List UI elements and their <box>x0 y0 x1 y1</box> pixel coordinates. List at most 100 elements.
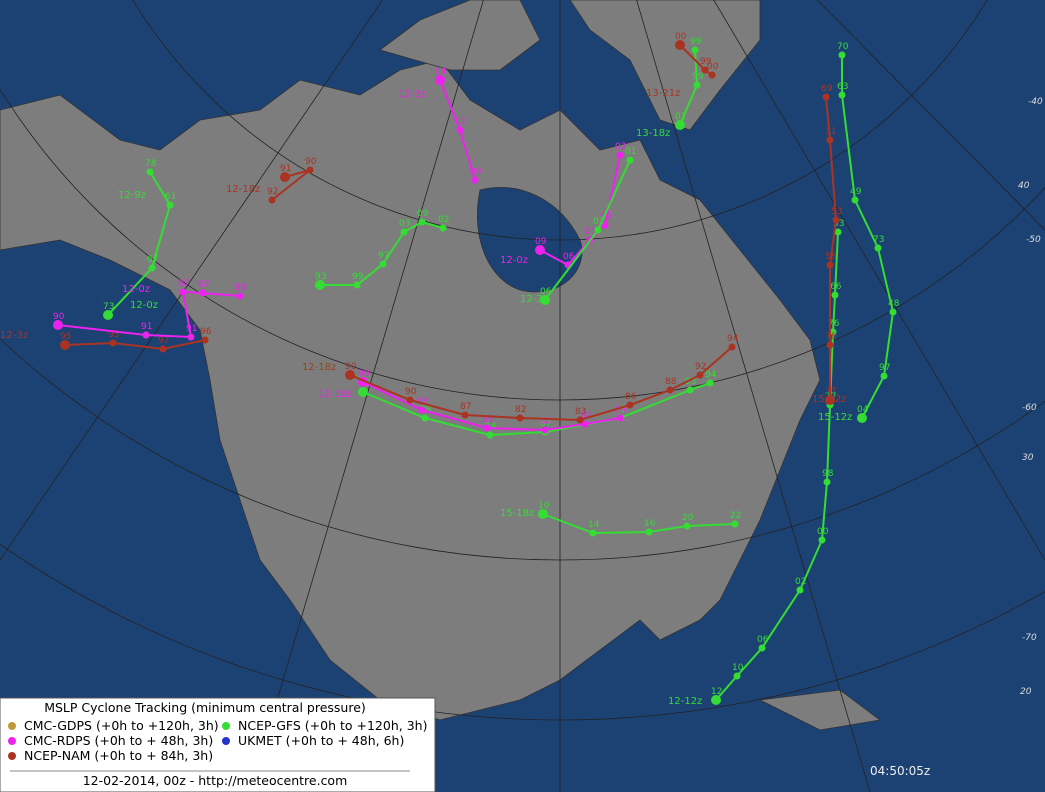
track-line <box>320 220 444 286</box>
track-point <box>581 420 589 428</box>
track-point <box>315 280 325 290</box>
track-pressure: 16 <box>644 519 656 529</box>
track-pressure: 99 <box>692 72 704 82</box>
track-pressure: 22 <box>730 511 741 521</box>
track-point <box>693 81 701 89</box>
track-pressure: 61 <box>165 192 176 202</box>
track-point <box>851 196 859 204</box>
track-point <box>268 196 276 204</box>
track-pressure: 98 <box>822 469 834 479</box>
track-point <box>280 172 290 182</box>
track-start: 15-12z <box>812 394 846 405</box>
track-pressure: 87 <box>198 280 209 290</box>
track-point <box>880 372 888 380</box>
track-point <box>826 261 834 269</box>
track-point <box>683 522 691 530</box>
track-point <box>483 424 491 432</box>
track-point <box>456 126 464 134</box>
track-pressure: 02 <box>438 215 449 225</box>
track-point <box>822 93 830 101</box>
track-pressure: 87 <box>540 417 551 427</box>
track-pressure: 00 <box>675 32 687 42</box>
track-point <box>626 156 634 164</box>
hudson-bay <box>477 187 583 293</box>
track-pressure: 84 <box>485 422 497 432</box>
track-point <box>826 341 834 349</box>
track-point <box>832 216 840 224</box>
track-pressure: 01 <box>675 112 686 122</box>
track-point <box>696 371 704 379</box>
track-pressure: 70 <box>837 42 849 52</box>
track-pressure: 86 <box>625 392 637 402</box>
track-pressure: 06 <box>563 252 575 262</box>
track-pressure: 09 <box>417 209 429 219</box>
legend-box <box>0 697 436 792</box>
track-pressure: 90 <box>305 157 317 167</box>
track-point <box>418 406 426 414</box>
track-point <box>838 51 846 59</box>
track-pressure: 88 <box>615 405 627 415</box>
track-point <box>576 416 584 424</box>
track-point <box>874 244 882 252</box>
track-start: 12-3z <box>0 330 28 341</box>
track-point <box>731 520 739 528</box>
track-point <box>686 386 694 394</box>
track-pressure: 97 <box>879 363 890 373</box>
track-point <box>179 288 187 296</box>
track-point <box>103 310 113 320</box>
track-pressure: 90 <box>53 312 65 322</box>
track-point <box>345 370 355 380</box>
track-pressure: 95 <box>108 330 119 340</box>
track-point <box>166 201 174 209</box>
north-america <box>0 59 821 721</box>
track-pressure: 90 <box>345 362 357 372</box>
track-start: 15-18z <box>500 508 534 519</box>
track-point <box>306 166 314 174</box>
track-line <box>57 290 241 339</box>
track-pressure: 94 <box>727 334 739 344</box>
legend-swatch <box>222 737 230 745</box>
track-pressure: 73 <box>873 235 884 245</box>
track-pressure: 00 <box>470 167 482 177</box>
legend-label: CMC-RDPS (+0h to + 48h, 3h) <box>24 733 213 748</box>
graticule-label: 30 <box>1022 453 1034 463</box>
track-point <box>461 411 469 419</box>
track-point <box>825 395 835 405</box>
track-pressure: 73 <box>103 302 114 312</box>
track-pressure: 49 <box>850 187 862 197</box>
tracks: 10 14 16 20 22 15-18z 12 10 06 02 00 98 77 76 66 53 12-1… <box>0 32 900 707</box>
track-point <box>857 413 867 423</box>
track-pressure: 99 <box>700 57 712 67</box>
track-pressure: 04 <box>435 67 447 77</box>
track-pressure: 02 <box>795 577 806 587</box>
track-start: 12-18z <box>302 362 336 373</box>
graticule-label: -40 <box>1028 97 1043 107</box>
track-point <box>146 168 154 176</box>
track-point <box>826 136 834 144</box>
track-pressure: 88 <box>665 377 677 387</box>
track-pressure: 06 <box>540 287 552 297</box>
track-point <box>829 328 837 336</box>
track-line <box>715 231 839 701</box>
track-start: 12-18z <box>318 389 352 400</box>
greenland <box>569 0 761 131</box>
track-pressure: 90 <box>358 369 370 379</box>
track-pressure: 20 <box>682 513 694 523</box>
track-point <box>601 221 609 229</box>
graticule-label: -60 <box>1022 403 1037 413</box>
track-pressure: 10 <box>732 663 744 673</box>
track-point <box>201 336 209 344</box>
track-point <box>796 586 804 594</box>
track-pressure: 82 <box>515 405 526 415</box>
track-pressure: 77 <box>825 387 836 397</box>
track-point <box>823 478 831 486</box>
track-pressure: 01 <box>625 147 636 157</box>
graticule-label: 40 <box>1018 181 1030 191</box>
track-point <box>435 75 445 85</box>
track-point <box>701 66 709 74</box>
track-pressure: 84 <box>615 405 627 415</box>
track-pressure: 93 <box>315 272 326 282</box>
track-pressure: 06 <box>757 635 769 645</box>
track-pressure: 91 <box>186 324 197 334</box>
